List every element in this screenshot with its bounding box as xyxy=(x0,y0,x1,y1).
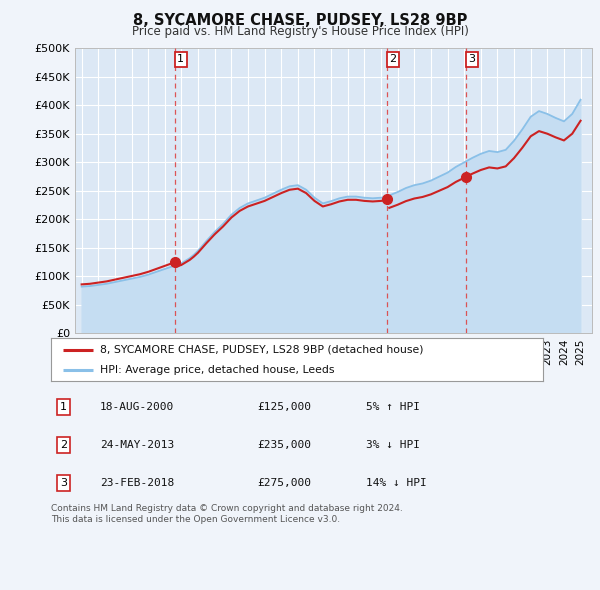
Text: 1: 1 xyxy=(177,54,184,64)
Text: £275,000: £275,000 xyxy=(257,478,311,488)
Text: 8, SYCAMORE CHASE, PUDSEY, LS28 9BP (detached house): 8, SYCAMORE CHASE, PUDSEY, LS28 9BP (det… xyxy=(100,345,424,355)
Text: 8, SYCAMORE CHASE, PUDSEY, LS28 9BP: 8, SYCAMORE CHASE, PUDSEY, LS28 9BP xyxy=(133,13,467,28)
Text: £235,000: £235,000 xyxy=(257,440,311,450)
Text: 3% ↓ HPI: 3% ↓ HPI xyxy=(366,440,420,450)
Text: £125,000: £125,000 xyxy=(257,402,311,412)
Text: Price paid vs. HM Land Registry's House Price Index (HPI): Price paid vs. HM Land Registry's House … xyxy=(131,25,469,38)
Text: HPI: Average price, detached house, Leeds: HPI: Average price, detached house, Leed… xyxy=(100,365,335,375)
Text: 24-MAY-2013: 24-MAY-2013 xyxy=(100,440,175,450)
Text: Contains HM Land Registry data © Crown copyright and database right 2024.
This d: Contains HM Land Registry data © Crown c… xyxy=(51,504,403,524)
Text: 3: 3 xyxy=(60,478,67,488)
Text: 5% ↑ HPI: 5% ↑ HPI xyxy=(366,402,420,412)
Text: 18-AUG-2000: 18-AUG-2000 xyxy=(100,402,175,412)
Text: 2: 2 xyxy=(60,440,67,450)
Text: 1: 1 xyxy=(60,402,67,412)
Text: 14% ↓ HPI: 14% ↓ HPI xyxy=(366,478,427,488)
Text: 23-FEB-2018: 23-FEB-2018 xyxy=(100,478,175,488)
Text: 3: 3 xyxy=(469,54,475,64)
Text: 2: 2 xyxy=(389,54,397,64)
